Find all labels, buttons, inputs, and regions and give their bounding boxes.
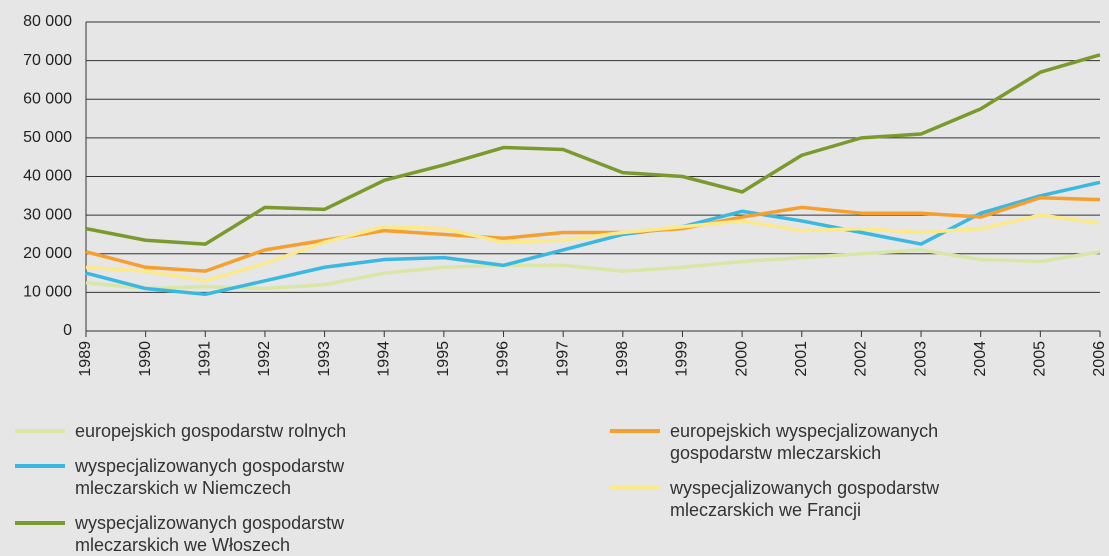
legend-swatch	[610, 429, 660, 433]
legend-label: wyspecjalizowanych gospodarstw mleczarsk…	[75, 513, 345, 555]
legend-swatch	[610, 486, 660, 490]
x-tick-label: 1999	[674, 341, 691, 377]
y-tick-label: 80 000	[23, 13, 72, 30]
legend: europejskich gospodarstw rolnych wyspecja…	[15, 420, 375, 556]
y-tick-label: 70 000	[23, 52, 72, 69]
y-tick-label: 10 000	[23, 284, 72, 301]
legend-label: europejskich wyspecjalizowanych gospodar…	[670, 421, 939, 463]
series-line	[85, 248, 1101, 291]
series-line	[85, 53, 1101, 246]
x-tick-label: 1995	[435, 341, 452, 377]
legend-label: wyspecjalizowanych gospodarstw mleczarsk…	[75, 456, 345, 498]
y-tick-label: 60 000	[23, 90, 72, 107]
x-tick-label: 1996	[495, 341, 512, 377]
y-tick-label: 0	[63, 322, 72, 339]
y-tick-label: 50 000	[23, 129, 72, 146]
series-line	[85, 195, 1101, 273]
legend-item: europejskich wyspecjalizowanych gospodar…	[610, 420, 970, 464]
y-tick-label: 30 000	[23, 206, 72, 223]
legend-swatch	[15, 464, 65, 468]
series-line	[85, 180, 1101, 297]
y-tick-label: 20 000	[23, 245, 72, 262]
x-tick-label: 1998	[614, 341, 631, 377]
x-tick-label: 1994	[375, 341, 392, 377]
legend-item: wyspecjalizowanych gospodarstw mleczarsk…	[15, 512, 375, 556]
x-tick-label: 1989	[77, 341, 94, 377]
legend-swatch	[15, 429, 65, 433]
x-tick-label: 1997	[554, 341, 571, 377]
x-tick-label: 2004	[972, 341, 989, 377]
legend: europejskich wyspecjalizowanych gospodar…	[610, 420, 970, 521]
series-line	[85, 213, 1101, 283]
y-tick-label: 40 000	[23, 168, 72, 185]
legend-item: wyspecjalizowanych gospodarstw mleczarsk…	[15, 455, 375, 499]
legend-label: wyspecjalizowanych gospodarstw mleczarsk…	[670, 478, 940, 520]
x-tick-label: 2005	[1032, 341, 1049, 377]
x-tick-label: 2001	[793, 341, 810, 377]
x-tick-label: 1991	[197, 341, 214, 377]
legend-swatch	[15, 521, 65, 525]
legend-label: europejskich gospodarstw rolnych	[75, 421, 347, 441]
x-tick-label: 1992	[256, 341, 273, 377]
x-tick-label: 2000	[733, 341, 750, 377]
chart: 0 10 000 20 000 30 000 40 000 50 000 60 000 70 …	[23, 13, 1108, 377]
x-tick-label: 1993	[316, 341, 333, 377]
x-tick-label: 2002	[853, 341, 870, 377]
x-tick-label: 1990	[137, 341, 154, 377]
legend-item: europejskich gospodarstw rolnych	[15, 420, 375, 442]
legend-item: wyspecjalizowanych gospodarstw mleczarsk…	[610, 477, 970, 521]
x-tick-label: 2003	[912, 341, 929, 377]
x-tick-label: 2006	[1091, 341, 1108, 377]
